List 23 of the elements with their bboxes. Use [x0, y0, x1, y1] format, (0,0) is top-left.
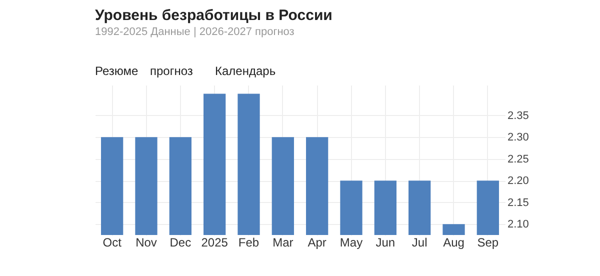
x-tick-label: Apr	[308, 236, 326, 250]
y-tick-label: 2.25	[508, 153, 529, 166]
x-tick-label: Feb	[238, 236, 260, 250]
y-tick-label: 2.30	[508, 132, 529, 144]
y-tick-label: 2.20	[508, 175, 529, 188]
text: Резюме	[95, 64, 139, 78]
x-tick-label: Mar	[272, 236, 294, 250]
chart-subtitle: 1992-2025 Данные | 2026-2027 прогноз	[95, 26, 294, 38]
text: прогноз	[150, 64, 194, 78]
x-tick-label: Sep	[477, 236, 499, 250]
x-tick-label: May	[340, 236, 363, 250]
x-tick-label: Nov	[136, 236, 157, 250]
x-tick-label: Dec	[170, 236, 192, 250]
y-tick-label: 2.10	[508, 218, 529, 231]
chart-title: Уровень безработицы в России	[95, 7, 332, 24]
x-tick-label: 2025	[201, 236, 228, 250]
y-tick-label: 2.15	[508, 196, 529, 209]
x-tick-label: Jul	[412, 236, 428, 250]
x-tick-label: Jun	[376, 236, 396, 250]
x-tick-label: Aug	[443, 236, 464, 250]
x-tick-label: Oct	[102, 236, 122, 250]
y-tick-label: 2.35	[508, 110, 529, 122]
text: Календарь	[215, 64, 276, 78]
